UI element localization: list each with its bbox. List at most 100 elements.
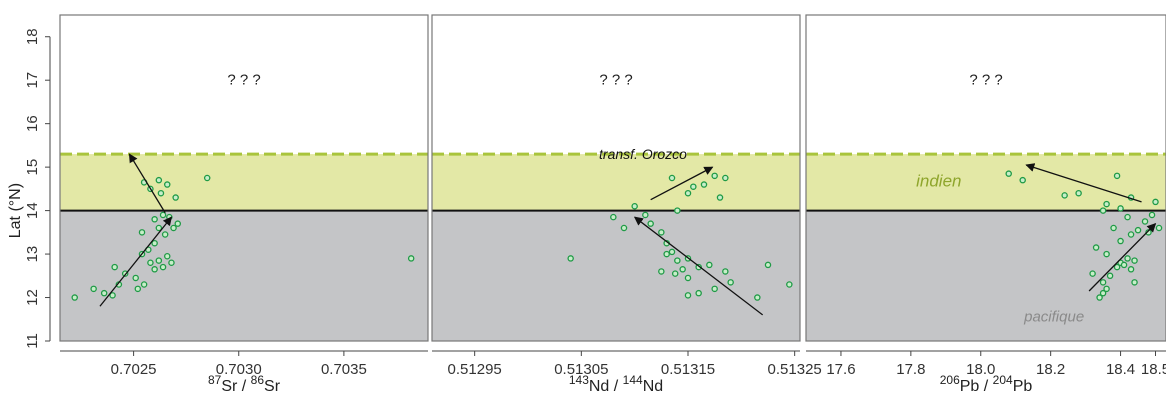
data-point: [111, 263, 118, 271]
data-point: [134, 285, 142, 293]
panel-frame: [59, 14, 429, 342]
unknown-annotation: ? ? ?: [227, 72, 260, 89]
data-point: [620, 224, 628, 232]
data-point: [151, 216, 158, 223]
data-point: [1131, 279, 1138, 286]
y-tick-label: 15: [24, 159, 41, 176]
data-point: [1120, 261, 1128, 269]
x-tick-label: 0.7025: [111, 361, 157, 378]
indien-label: indien: [916, 172, 961, 191]
data-point: [1099, 279, 1107, 286]
data-point: [168, 259, 175, 267]
data-point: [203, 174, 211, 182]
indian-band: [60, 154, 428, 211]
x-tick-label: 0.51325: [768, 361, 822, 378]
data-point: [151, 266, 158, 273]
data-point: [1148, 211, 1156, 219]
data-point: [1113, 172, 1121, 180]
x-tick-label: 18.0: [966, 361, 995, 378]
data-point: [71, 294, 78, 301]
y-tick-label: 14: [24, 202, 41, 219]
data-point: [157, 189, 165, 197]
data-point: [155, 257, 163, 264]
data-point: [1134, 226, 1142, 234]
pacific-band: [432, 210, 800, 341]
data-point: [1127, 266, 1135, 273]
x-tick-label: 0.51295: [448, 361, 502, 378]
x-tick-label: 0.51315: [661, 361, 715, 378]
data-point: [163, 252, 171, 260]
panel-sr: ? ? ?: [59, 14, 429, 342]
y-tick-label: 12: [24, 289, 41, 306]
y-tick-label: 11: [24, 333, 41, 349]
data-point: [1103, 285, 1110, 293]
data-point: [610, 213, 617, 221]
data-point: [1103, 200, 1110, 208]
data-point: [1099, 289, 1107, 297]
data-point: [1019, 176, 1026, 184]
data-point: [1117, 205, 1124, 212]
data-point: [138, 229, 146, 236]
data-point: [1005, 170, 1012, 177]
data-point: [1127, 231, 1135, 238]
data-point: [100, 289, 108, 297]
data-point: [1092, 244, 1100, 251]
data-point: [668, 248, 676, 256]
y-tick-label: 16: [24, 115, 41, 132]
data-point: [674, 257, 681, 264]
y-tick-label: 17: [24, 72, 41, 89]
data-point: [642, 211, 649, 219]
data-point: [109, 292, 116, 299]
data-point: [1089, 270, 1096, 277]
data-point: [706, 261, 713, 269]
data-point: [1106, 272, 1114, 280]
y-tick-label: 18: [24, 28, 41, 45]
data-point: [674, 207, 681, 214]
pacifique-label: pacifique: [1023, 308, 1084, 325]
data-point: [684, 274, 692, 282]
unknown-annotation: ? ? ?: [969, 72, 1002, 89]
data-point: [658, 268, 665, 275]
data-point: [407, 255, 415, 262]
trend-arrow: [1088, 222, 1157, 292]
data-point: [172, 194, 179, 201]
data-point: [754, 294, 761, 301]
x-axis-title: 143Nd / 144Nd: [569, 373, 663, 395]
x-tick-label: 18.4: [1106, 361, 1135, 378]
indian-band: [432, 154, 800, 211]
trend-arrow: [128, 153, 166, 214]
data-point: [1155, 224, 1163, 232]
data-point: [1124, 255, 1131, 262]
data-point: [764, 261, 772, 269]
data-point: [1152, 198, 1159, 206]
x-tick-label: 17.6: [826, 361, 855, 378]
orozco-label: transf. Orozco: [599, 146, 687, 162]
data-point: [658, 229, 665, 236]
data-point: [711, 285, 718, 293]
data-point: [727, 279, 734, 286]
trend-arrow: [650, 166, 714, 201]
unknown-annotation: ? ? ?: [599, 72, 632, 89]
data-point: [90, 285, 97, 293]
x-axis-title: 206Pb / 204Pb: [940, 373, 1033, 395]
data-point: [663, 250, 670, 258]
data-point: [679, 266, 686, 273]
data-point: [159, 211, 167, 219]
x-tick-label: 0.51305: [554, 361, 608, 378]
data-point: [155, 224, 163, 232]
data-point: [716, 194, 724, 201]
indian-band: [806, 154, 1166, 211]
panel-pb: ? ? ? indien pacifique: [805, 14, 1166, 342]
data-point: [163, 181, 171, 188]
pacific-band: [60, 210, 428, 341]
x-tick-label: 0.7030: [216, 361, 262, 378]
data-point: [631, 203, 638, 210]
data-point: [695, 289, 702, 297]
data-point: [159, 263, 167, 271]
panel-frame: [431, 14, 801, 342]
panel-nd: ? ? ? transf. Orozco: [431, 14, 801, 342]
data-point: [567, 255, 574, 262]
pacific-band: [806, 210, 1166, 341]
data-point: [684, 189, 692, 197]
data-point: [1113, 263, 1121, 271]
